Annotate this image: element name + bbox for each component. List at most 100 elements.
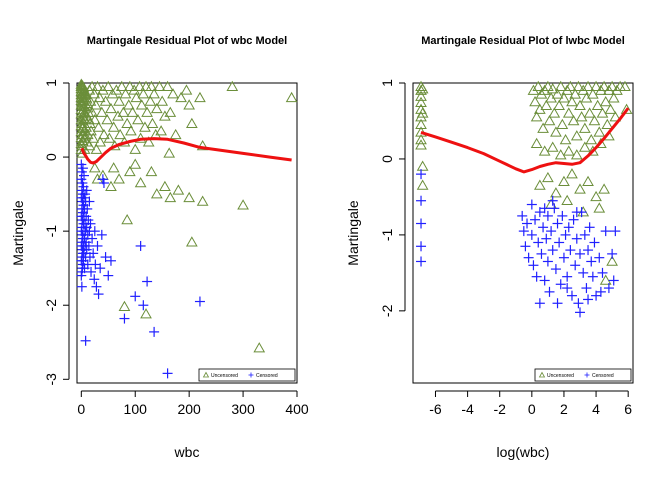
y-tick-label: 1 [43,79,59,87]
point-censored [541,233,552,244]
point-censored [103,270,114,281]
point-censored [130,291,141,302]
point-uncensored [125,125,137,136]
point-censored [581,283,592,294]
point-uncensored [550,126,562,137]
point-uncensored [574,183,586,194]
point-uncensored [553,99,565,111]
point-uncensored [92,121,105,132]
point-censored [162,368,173,379]
x-tick-label: 4 [592,401,600,417]
point-uncensored [542,80,554,92]
legend-uncensored-marker [202,371,210,378]
point-uncensored [575,111,588,122]
point-uncensored [83,139,96,151]
point-censored [568,214,579,225]
point-censored [86,266,97,277]
point-uncensored [606,255,618,266]
legend-uncensored-marker [538,371,546,378]
point-uncensored [591,99,604,111]
point-uncensored [619,80,631,92]
point-uncensored [169,128,182,140]
point-uncensored [558,175,570,186]
point-uncensored [548,107,561,118]
point-uncensored [83,84,96,95]
point-uncensored [588,114,601,126]
point-censored [610,226,621,237]
point-uncensored [530,111,543,122]
point-uncensored [123,165,136,177]
point-censored [583,245,594,256]
point-uncensored [161,80,174,91]
point-uncensored [546,141,559,152]
point-uncensored [570,149,583,160]
point-censored [575,307,586,318]
y-axis-label: Martingale [345,200,361,266]
point-uncensored [172,184,185,195]
point-uncensored [128,84,141,95]
legend-label-censored: Censored [256,373,278,379]
point-uncensored [113,95,125,106]
point-censored [555,279,566,290]
point-censored [87,233,98,244]
point-censored [562,271,573,282]
point-censored [558,252,569,263]
point-uncensored [183,191,196,203]
point-censored [416,218,427,229]
point-censored [79,170,90,181]
point-censored [526,229,537,240]
point-censored [81,185,92,196]
point-uncensored [156,95,169,106]
point-uncensored [93,91,106,103]
point-uncensored [90,99,102,110]
point-uncensored [114,128,126,140]
point-uncensored [110,84,123,95]
point-censored [96,229,107,240]
legend-censored-marker [584,372,590,378]
point-uncensored [183,99,196,110]
point-uncensored [253,342,266,353]
point-censored [100,252,111,263]
point-censored [538,222,549,233]
point-censored [542,256,553,267]
point-uncensored [121,117,134,128]
point-uncensored [561,194,574,205]
point-uncensored [578,141,591,152]
x-tick-label: 100 [124,401,148,417]
y-tick-label: -2 [379,304,395,317]
legend: Uncensored Censored [198,368,296,382]
point-uncensored [107,162,120,173]
point-censored [194,296,205,307]
point-uncensored [196,195,209,206]
point-censored [416,256,427,267]
point-censored [416,169,427,180]
point-censored [584,222,595,233]
point-uncensored [527,84,540,95]
point-censored [578,267,589,278]
point-censored [571,207,582,218]
point-censored [534,298,545,309]
point-censored [149,326,160,337]
point-censored [600,226,611,237]
point-censored [597,267,608,278]
point-uncensored [609,111,622,122]
legend-box [534,368,632,382]
point-uncensored [83,114,95,125]
point-uncensored [118,300,131,311]
point-uncensored [535,88,548,99]
point-censored [84,196,95,207]
x-tick-label: 400 [285,401,309,417]
point-uncensored [554,80,567,92]
point-uncensored [577,206,590,217]
point-uncensored [112,110,124,121]
point-uncensored [416,107,429,118]
legend: Uncensored Censored [534,368,632,382]
point-censored [547,195,558,206]
point-uncensored [545,92,557,103]
point-censored [570,260,581,271]
point-uncensored [106,88,119,99]
point-uncensored [582,80,594,92]
plot-frame [76,82,298,384]
point-uncensored [416,179,429,190]
point-uncensored [562,107,575,118]
